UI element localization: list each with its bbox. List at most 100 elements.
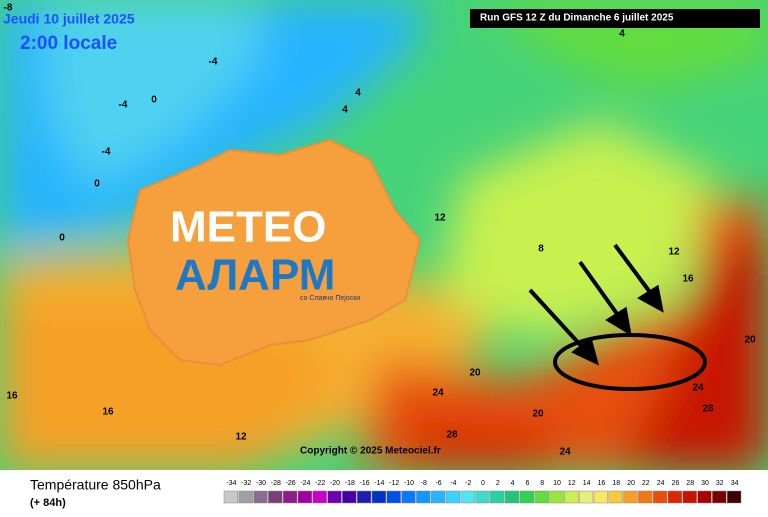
colorbar-cell [534,490,549,504]
colorbar-cell [401,490,416,504]
colorbar-cell [356,490,372,504]
contour-label: 16 [682,274,694,285]
colorbar-label: 30 [701,480,709,487]
map: -8 -4 -4 -4 0 0 0 4 4 4 12 12 8 16 16 20… [0,0,768,470]
colorbar-cell [697,490,712,504]
contour-label: 0 [151,95,157,106]
contour-label: 20 [532,409,544,420]
colorbar-label: -22 [315,480,325,487]
colorbar-label: 26 [672,480,680,487]
colorbar-label: -32 [241,480,251,487]
colorbar-cell [475,490,490,504]
colorbar-cell [682,490,697,504]
colorbar-label: 6 [525,480,529,487]
contour-label: 24 [432,388,444,399]
contour-label: 4 [619,29,625,40]
colorbar-cell [297,490,313,504]
contour-label: 16 [102,407,114,418]
contour-label: 8 [538,244,544,255]
colorbar-label: 20 [627,480,635,487]
logo-line1: METEO [170,203,326,252]
contour-label: -8 [4,3,13,14]
legend-lead: (+ 84h) [30,497,66,509]
colorbar-cell [593,490,609,504]
colorbar-cell [268,490,283,504]
colorbar-cell [726,490,742,504]
contour-label: 20 [469,368,481,379]
contour-label: 16 [6,391,18,402]
contour-label: 0 [94,179,100,190]
contour-label: -4 [102,147,111,158]
colorbar-label: 24 [657,480,665,487]
local-time: 2:00 locale [20,33,117,54]
colorbar-cell [371,490,387,504]
colorbar-label: -4 [450,480,456,487]
contour-label: 4 [355,88,361,99]
colorbar-label: 8 [540,480,544,487]
colorbar-label: 22 [642,480,650,487]
colorbar-label: -16 [360,480,370,487]
contour-label: -4 [119,100,128,111]
colorbar-cell [712,490,727,504]
colorbar-cell [253,490,268,504]
colorbar-cell [223,490,239,504]
colorbar-label: 4 [511,480,515,487]
colorbar-cell [445,490,461,504]
colorbar-cell [564,490,579,504]
colorbar-label: 10 [553,480,561,487]
colorbar-label: 16 [598,480,606,487]
colorbar-cell [652,490,668,504]
colorbar-cell [312,490,327,504]
colorbar-cell [504,490,520,504]
contour-label: 4 [342,105,348,116]
colorbar-cell [519,490,535,504]
contour-label: 24 [559,447,571,458]
colorbar-cell [578,490,594,504]
colorbar-label: -12 [389,480,399,487]
copyright: Copyright © 2025 Meteociel.fr [300,446,441,457]
colorbar-label: -14 [374,480,384,487]
run-info: Run GFS 12 Z du Dimanche 6 juillet 2025 [480,13,674,24]
colorbar-cell [608,490,623,504]
colorbar-label: -10 [404,480,414,487]
contour-label: -4 [209,57,218,68]
colorbar-label: 28 [686,480,694,487]
contour-label: 28 [446,430,458,441]
colorbar-label: 34 [731,480,739,487]
colorbar-cell [282,490,298,504]
colorbar-label: 0 [481,480,485,487]
colorbar-cell [667,490,683,504]
contour-label: 12 [434,213,446,224]
colorbar-label: -2 [465,480,471,487]
logo-line2: АЛАРМ [175,251,335,300]
colorbar: -34 -32 -30 -28 -26 -24 -22 -20 -18 -16 -14 -12 -10-… [223,480,742,504]
colorbar-cell [386,490,401,504]
colorbar-label: -18 [345,480,355,487]
logo-tagline: со Славчо Пејоски [300,295,360,302]
colorbar-label: -34 [226,480,236,487]
colorbar-label: 32 [716,480,724,487]
colorbar-cell [327,490,342,504]
contour-labels: -8 -4 -4 -4 0 0 0 4 4 4 12 12 8 16 16 20… [4,3,756,458]
colorbar-cell [416,490,431,504]
colorbar-label: -6 [435,480,441,487]
colorbar-label: -24 [300,480,310,487]
colorbar-cell [460,490,475,504]
colorbar-label: -30 [256,480,266,487]
contour-label: 12 [668,247,680,258]
colorbar-cell [638,490,653,504]
colorbar-cell [623,490,638,504]
colorbar-label: -20 [330,480,340,487]
colorbar-label: -8 [421,480,427,487]
colorbar-label: 18 [612,480,620,487]
colorbar-cell [490,490,505,504]
colorbar-cell [430,490,446,504]
contour-label: 28 [702,404,714,415]
legend-title: Température 850hPa [30,477,161,493]
colorbar-label: -26 [286,480,296,487]
valid-date: Jeudi 10 juillet 2025 [3,11,135,27]
contour-label: 24 [692,383,704,394]
colorbar-cell [238,490,253,504]
contour-label: 12 [235,432,247,443]
